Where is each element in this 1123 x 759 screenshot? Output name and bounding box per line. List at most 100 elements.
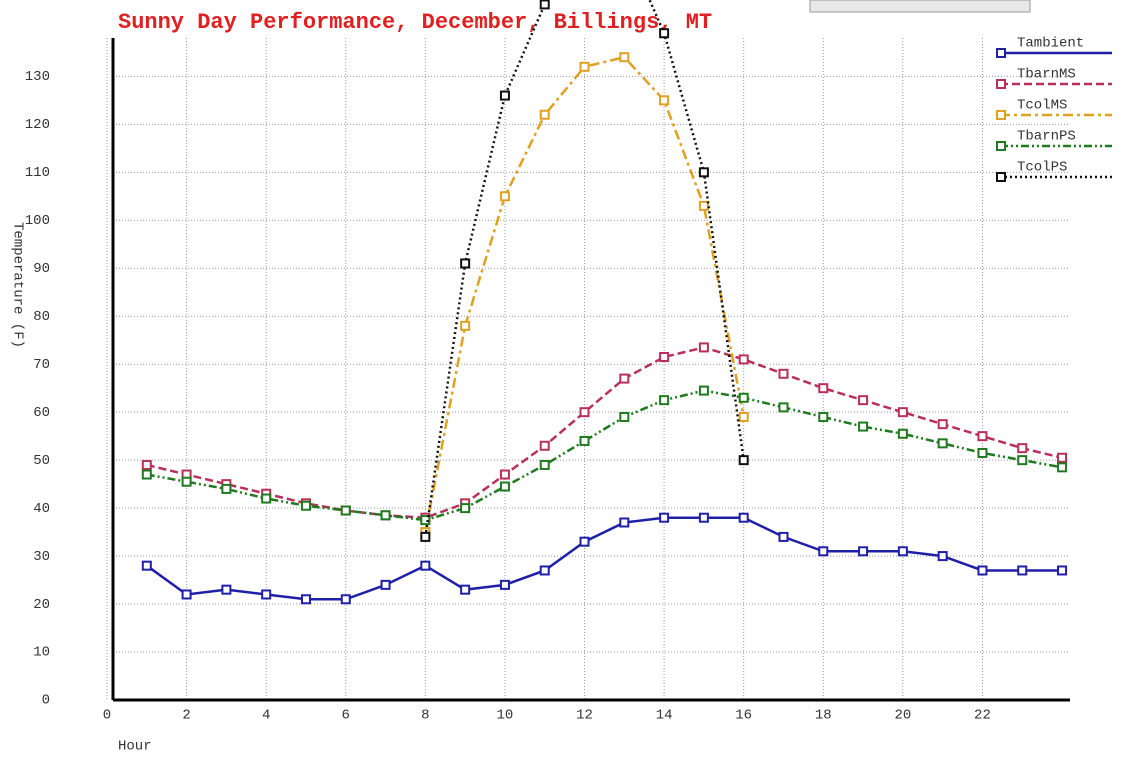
point-marker [818, 383, 829, 394]
chart-title: Sunny Day Performance, December, Billing… [118, 10, 712, 35]
y-tick-label: 130 [25, 69, 50, 85]
legend-label: Tambient [1017, 36, 1084, 52]
y-tick-label: 0 [42, 693, 50, 709]
point-marker [261, 493, 272, 504]
point-marker [579, 61, 590, 72]
legend-marker [996, 48, 1006, 58]
point-marker [181, 589, 192, 600]
point-marker [181, 476, 192, 487]
point-marker [977, 447, 988, 458]
point-marker [261, 589, 272, 600]
point-marker [300, 500, 311, 511]
point-marker [499, 90, 510, 101]
point-marker [818, 546, 829, 557]
series-line [146, 389, 1063, 522]
point-marker [539, 440, 550, 451]
point-marker [420, 560, 431, 571]
y-axis-label: Temperature (F) [9, 222, 25, 348]
point-marker [738, 354, 749, 365]
point-marker [460, 258, 471, 269]
legend-marker [996, 110, 1006, 120]
point-marker [698, 342, 709, 353]
point-marker [858, 395, 869, 406]
point-marker [698, 167, 709, 178]
x-tick-label: 14 [656, 708, 673, 724]
legend-marker [996, 141, 1006, 151]
point-marker [937, 551, 948, 562]
y-tick-label: 110 [25, 165, 50, 181]
point-marker [897, 428, 908, 439]
series-line [146, 516, 1063, 601]
point-marker [619, 373, 630, 384]
point-marker [659, 352, 670, 363]
point-marker [539, 565, 550, 576]
point-marker [340, 505, 351, 516]
x-tick-label: 6 [342, 708, 350, 724]
x-tick-label: 10 [497, 708, 514, 724]
point-marker [221, 483, 232, 494]
y-tick-label: 70 [33, 357, 50, 373]
point-marker [778, 402, 789, 413]
x-tick-label: 4 [262, 708, 270, 724]
y-tick-label: 120 [25, 117, 50, 133]
point-marker [499, 191, 510, 202]
point-marker [738, 392, 749, 403]
point-marker [937, 419, 948, 430]
point-marker [619, 52, 630, 63]
y-tick-label: 50 [33, 453, 50, 469]
point-marker [977, 431, 988, 442]
point-marker [380, 579, 391, 590]
point-marker [460, 320, 471, 331]
point-marker [937, 438, 948, 449]
legend-label: TbarnPS [1017, 129, 1076, 145]
point-marker [698, 200, 709, 211]
point-marker [460, 584, 471, 595]
point-marker [579, 536, 590, 547]
x-tick-label: 8 [421, 708, 429, 724]
toolbar [809, 0, 1031, 13]
point-marker [499, 469, 510, 480]
x-tick-label: 0 [103, 708, 111, 724]
point-marker [897, 546, 908, 557]
point-marker [380, 510, 391, 521]
point-marker [141, 459, 152, 470]
point-marker [579, 435, 590, 446]
point-marker [858, 546, 869, 557]
point-marker [1057, 452, 1068, 463]
point-marker [141, 469, 152, 480]
point-marker [818, 411, 829, 422]
legend-label: TcolMS [1017, 98, 1067, 114]
point-marker [698, 385, 709, 396]
y-tick-label: 90 [33, 261, 50, 277]
point-marker [1057, 462, 1068, 473]
point-marker [738, 411, 749, 422]
point-marker [340, 594, 351, 605]
point-marker [977, 565, 988, 576]
point-marker [1017, 565, 1028, 576]
point-marker [619, 517, 630, 528]
point-marker [539, 109, 550, 120]
point-marker [1057, 565, 1068, 576]
point-marker [659, 512, 670, 523]
x-tick-label: 18 [815, 708, 832, 724]
legend-marker [996, 172, 1006, 182]
x-tick-label: 12 [576, 708, 593, 724]
point-marker [300, 594, 311, 605]
point-marker [1017, 455, 1028, 466]
point-marker [659, 28, 670, 39]
x-axis-label: Hour [118, 739, 152, 755]
point-marker [499, 481, 510, 492]
point-marker [579, 407, 590, 418]
point-marker [659, 95, 670, 106]
y-tick-label: 60 [33, 405, 50, 421]
y-tick-label: 40 [33, 501, 50, 517]
x-tick-label: 2 [182, 708, 190, 724]
point-marker [897, 407, 908, 418]
y-tick-label: 10 [33, 645, 50, 661]
point-marker [659, 395, 670, 406]
point-marker [738, 455, 749, 466]
point-marker [858, 421, 869, 432]
point-marker [738, 512, 749, 523]
point-marker [1017, 443, 1028, 454]
point-marker [619, 411, 630, 422]
